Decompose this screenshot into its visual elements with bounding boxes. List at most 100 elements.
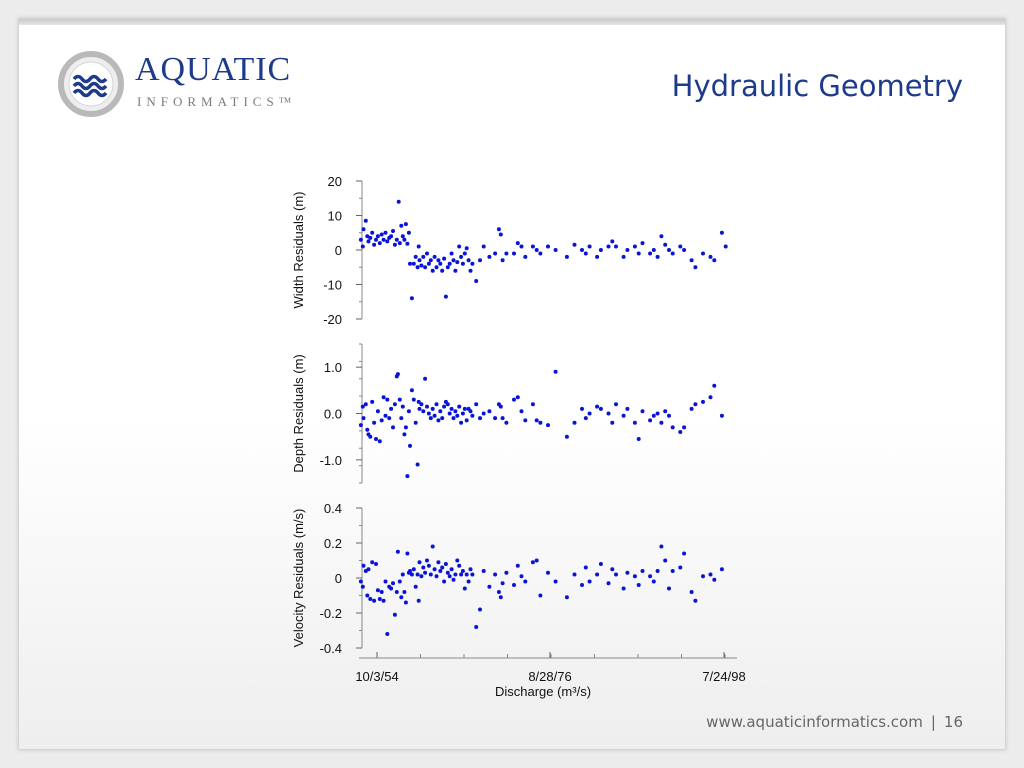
data-point (462, 586, 467, 591)
data-point (481, 411, 486, 416)
logo-subtitle: INFORMATICS™ (137, 94, 297, 109)
data-point (443, 294, 448, 299)
data-point (487, 409, 492, 414)
data-point (402, 237, 407, 242)
data-point (387, 416, 392, 421)
data-point (659, 544, 664, 549)
data-point (523, 579, 528, 584)
data-point (466, 579, 471, 584)
data-point (580, 248, 584, 252)
data-point (496, 227, 501, 232)
data-point (436, 258, 441, 263)
data-point (392, 612, 397, 617)
data-point (504, 570, 509, 575)
data-point (411, 567, 416, 572)
data-point (678, 244, 683, 249)
data-point (365, 234, 370, 239)
data-point (621, 254, 626, 259)
data-point (460, 261, 465, 266)
data-point (474, 279, 479, 283)
data-point (399, 223, 404, 228)
data-point (391, 581, 395, 586)
data-point (595, 254, 600, 259)
data-point (432, 413, 437, 418)
footer-url[interactable]: www.aquaticinformatics.com (706, 713, 923, 731)
data-point (389, 234, 394, 239)
data-point (395, 372, 400, 377)
data-point (455, 558, 460, 563)
data-point (432, 567, 437, 572)
data-point (447, 574, 452, 579)
data-point (468, 409, 473, 414)
data-point (428, 416, 433, 421)
data-point (405, 474, 410, 479)
data-point (394, 237, 399, 242)
data-point (409, 572, 414, 577)
data-point (572, 420, 577, 425)
data-point (405, 551, 410, 556)
data-point (493, 416, 498, 421)
data-point (389, 406, 394, 411)
data-point (546, 570, 550, 575)
data-point (403, 222, 408, 227)
data-point (396, 199, 401, 204)
page-number: 16 (943, 713, 963, 731)
data-point (640, 569, 645, 573)
x-axis-label: Discharge (m³/s) (495, 684, 591, 699)
data-point (374, 437, 378, 441)
data-point (708, 572, 713, 577)
data-point (504, 420, 509, 425)
data-point (363, 218, 368, 223)
y-tick-label: 10 (328, 209, 342, 224)
data-point (651, 248, 656, 252)
data-point (438, 569, 443, 573)
data-point (368, 235, 373, 240)
data-point (360, 404, 365, 409)
data-point (399, 416, 404, 421)
data-point (377, 241, 382, 246)
data-point (379, 232, 384, 237)
data-point (445, 570, 450, 575)
data-point (421, 409, 426, 414)
data-point (670, 569, 675, 573)
data-point (416, 598, 421, 603)
y-tick-label: 20 (328, 174, 342, 189)
data-point (546, 423, 550, 428)
data-point (417, 258, 422, 263)
data-point (453, 268, 458, 273)
data-point (459, 420, 464, 425)
data-point (651, 579, 656, 584)
data-point (372, 242, 377, 247)
y-tick-label: 1.0 (324, 360, 342, 375)
data-point (663, 409, 668, 414)
data-point (462, 406, 467, 411)
data-point (648, 418, 653, 423)
data-point (408, 261, 412, 266)
data-point (436, 418, 441, 423)
data-point (470, 413, 475, 418)
data-point (659, 420, 664, 425)
y-tick-label: -1.0 (320, 453, 342, 468)
data-point (426, 261, 431, 266)
data-point (430, 406, 435, 411)
y-tick-label: 0 (335, 243, 342, 258)
data-point (512, 583, 516, 587)
data-point (606, 411, 611, 416)
data-point (416, 399, 421, 404)
data-point (428, 572, 433, 577)
data-point (411, 261, 416, 266)
data-point (580, 406, 584, 411)
data-point (449, 406, 454, 411)
data-point (392, 242, 397, 247)
y-tick-label: -0.4 (320, 641, 342, 656)
data-point (500, 581, 505, 586)
data-point (358, 237, 363, 242)
y-tick-label: 0.4 (324, 501, 342, 516)
data-point (553, 369, 558, 374)
data-point (678, 430, 683, 434)
data-point (385, 239, 390, 244)
x-tick-label: 8/28/76 (528, 669, 571, 684)
data-point (655, 411, 660, 416)
y-tick-label: -20 (323, 312, 342, 327)
data-point (481, 244, 486, 249)
